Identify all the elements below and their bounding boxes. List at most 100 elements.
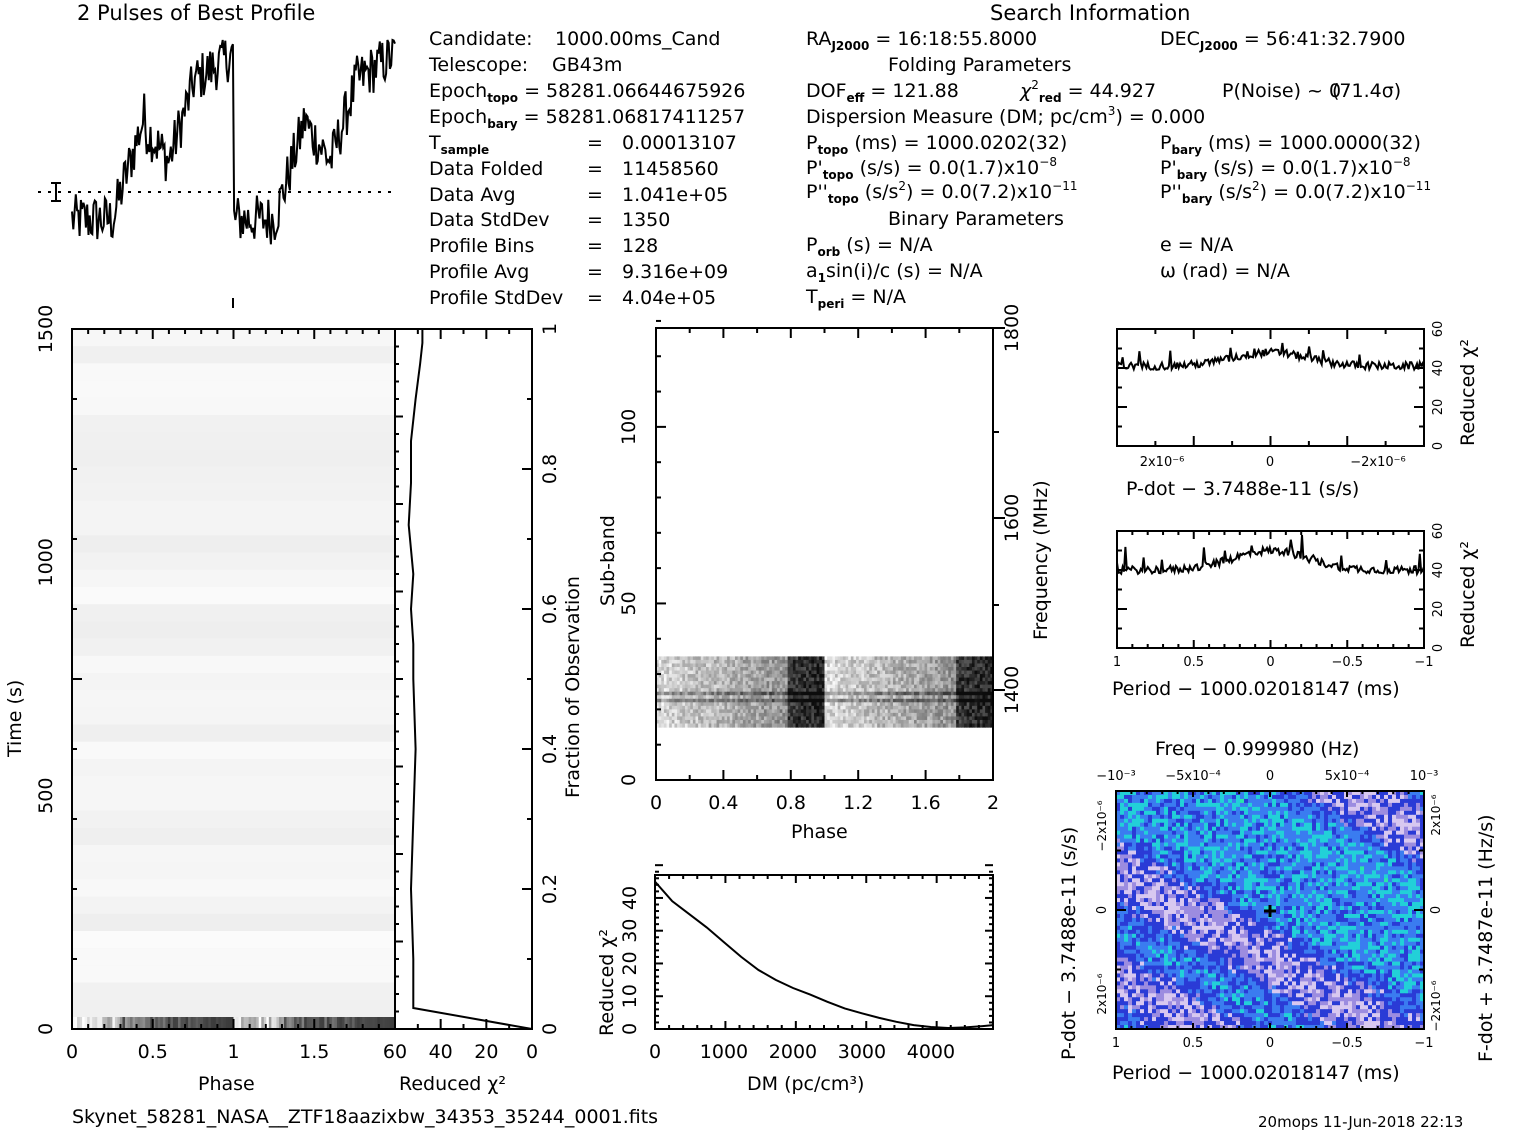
heatmap-cell <box>858 723 862 728</box>
heatmap-cell <box>819 709 823 714</box>
heatmap-cell <box>877 695 881 700</box>
heatmap-cell <box>1296 850 1301 855</box>
heatmap-cell <box>1288 794 1293 800</box>
heatmap-cell <box>919 705 923 710</box>
heatmap-cell <box>1384 862 1389 867</box>
info-row-label-text: Profile Avg <box>429 261 530 283</box>
heatmap-cell <box>803 656 807 661</box>
heatmap-cell <box>690 674 694 679</box>
heatmap-cell <box>1220 834 1225 839</box>
heatmap-cell <box>929 656 934 661</box>
heatmap-cell <box>719 684 723 689</box>
heatmap-cell <box>769 688 773 693</box>
heatmap-cell <box>1344 850 1349 855</box>
heatmap-cell <box>953 677 957 682</box>
heatmap-cell <box>706 695 710 700</box>
heatmap-cell <box>835 719 839 725</box>
heatmap-cell <box>1156 834 1161 839</box>
heatmap-cell <box>724 719 728 725</box>
heatmap-cell <box>727 681 731 686</box>
heatmap-cell <box>903 656 907 661</box>
heatmap-cell <box>1156 798 1161 804</box>
heatmap-cell <box>661 709 665 714</box>
heatmap-cell <box>829 723 833 728</box>
heatmap-cell <box>1144 874 1149 879</box>
heatmap-cell <box>1404 802 1409 808</box>
heatmap-cell <box>1132 798 1137 804</box>
heatmap-cell <box>1188 854 1193 859</box>
heatmap-cell <box>690 695 694 700</box>
heatmap-cell <box>1404 846 1409 851</box>
heatmap-cell <box>903 674 907 679</box>
heatmap-cell <box>774 691 778 696</box>
heatmap-row <box>72 587 395 605</box>
heatmap-cell <box>795 719 799 725</box>
heatmap-cell <box>990 663 994 668</box>
heatmap-cell <box>1120 798 1125 804</box>
heatmap-cell <box>1320 854 1325 859</box>
heatmap-cell <box>824 684 828 689</box>
heatmap-cell <box>1356 838 1361 843</box>
heatmap-cell <box>935 684 939 689</box>
heatmap-cell <box>745 656 749 661</box>
heatmap-cell <box>737 674 741 679</box>
heatmap-cell <box>848 709 852 714</box>
heatmap-cell <box>832 723 836 728</box>
heatmap-cell <box>1336 802 1341 808</box>
heatmap-cell <box>829 698 833 703</box>
heatmap-cell <box>1276 810 1281 816</box>
heatmap-cell <box>1132 818 1137 824</box>
heatmap-cell <box>937 656 941 661</box>
heatmap-cell <box>1376 818 1381 824</box>
heatmap-cell <box>766 705 770 710</box>
heatmap-cell <box>1312 874 1317 879</box>
heatmap-cell <box>1224 822 1229 828</box>
y-tick-label: 1500 <box>35 305 57 353</box>
heatmap-cell <box>1300 806 1305 812</box>
heatmap-cell <box>937 667 941 672</box>
heatmap-cell <box>892 688 897 693</box>
heatmap-cell <box>961 688 965 693</box>
heatmap-cell <box>969 688 973 693</box>
heatmap-cell <box>948 712 952 718</box>
heatmap-cell <box>1252 866 1257 871</box>
heatmap-cell <box>674 688 678 693</box>
heatmap-cell <box>813 719 818 725</box>
heatmap-cell <box>1388 854 1393 859</box>
heatmap-cell <box>856 677 860 682</box>
heatmap-cell <box>1356 798 1361 804</box>
heatmap-cell <box>684 684 689 689</box>
heatmap-cell <box>819 659 823 665</box>
heatmap-cell <box>1116 826 1121 832</box>
heatmap-cell <box>964 681 968 686</box>
heatmap-cell <box>785 663 789 668</box>
heatmap-cell <box>190 1017 194 1029</box>
heatmap-cell <box>1412 798 1417 804</box>
heatmap-cell <box>658 688 662 693</box>
heatmap-cell <box>1272 850 1277 855</box>
heatmap-cell <box>763 702 768 707</box>
heatmap-cell <box>706 681 710 686</box>
heatmap-cell <box>1232 798 1237 804</box>
heatmap-cell <box>892 674 897 679</box>
heatmap-cell <box>663 656 668 661</box>
heatmap-cell <box>1136 822 1141 828</box>
heatmap-cell <box>958 688 963 693</box>
heatmap-cell <box>974 674 978 679</box>
heatmap-cell <box>945 709 949 714</box>
heatmap-cell <box>719 688 723 693</box>
heatmap-cell <box>1280 791 1285 796</box>
heatmap-cell <box>1228 791 1233 796</box>
heatmap-cell <box>1272 802 1277 808</box>
heatmap-cell <box>937 684 941 689</box>
heatmap-cell <box>971 659 976 665</box>
heatmap-cell <box>740 667 744 672</box>
heatmap-cell <box>1196 862 1201 867</box>
heatmap-cell <box>892 656 897 661</box>
heatmap-cell <box>679 719 683 725</box>
heatmap-cell <box>811 659 815 665</box>
heatmap-cell <box>977 712 981 718</box>
heatmap-cell <box>756 716 760 721</box>
heatmap-cell <box>787 663 791 668</box>
heatmap-cell <box>850 716 855 721</box>
